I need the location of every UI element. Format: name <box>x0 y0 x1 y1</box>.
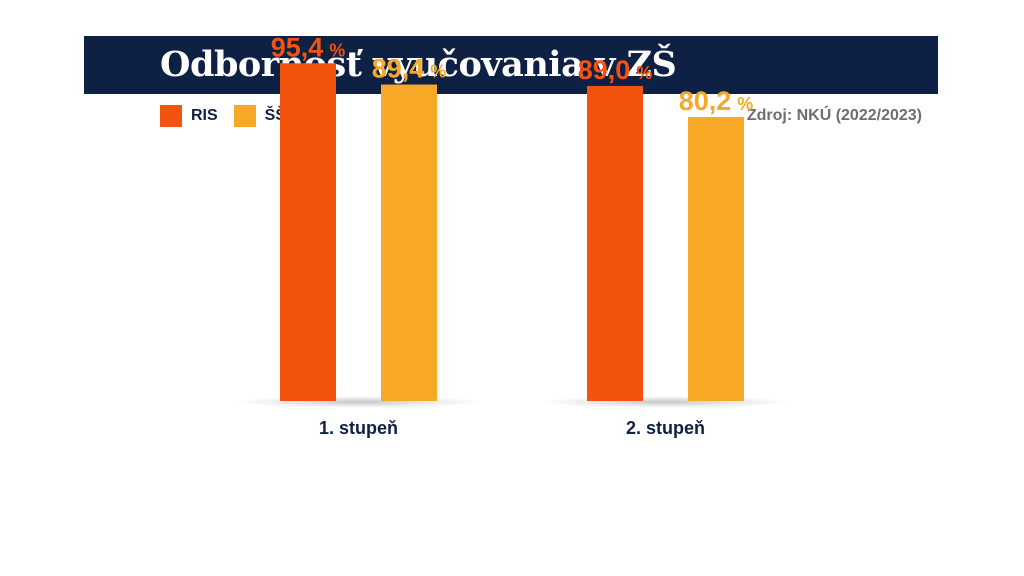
bar-ssi-2 <box>688 117 744 401</box>
legend-swatch-ssi <box>233 105 256 127</box>
legend-item-ris: RIS <box>160 105 218 127</box>
data-label: 95,4% <box>271 32 346 62</box>
bar-shadow <box>540 396 791 408</box>
bar-ris-2 <box>587 85 643 401</box>
title-bar: Odbornosť vyučovania v ZŠ <box>84 36 938 94</box>
bar-ssi-1 <box>381 84 437 402</box>
bar-ris-1 <box>280 63 336 402</box>
legend-swatch-ris <box>160 105 182 127</box>
data-label: 80,2% <box>679 86 754 116</box>
source-note: Zdroj: NKÚ (2022/2023) <box>746 107 922 124</box>
data-label: 89,4% <box>372 54 447 84</box>
chart-title: Odbornosť vyučovania v ZŠ <box>160 44 677 85</box>
legend-label-ris: RIS <box>191 107 218 124</box>
bar-shadow <box>233 396 484 408</box>
category-label: 2. stupeň <box>626 418 705 438</box>
data-label: 89,0% <box>578 55 653 85</box>
category-label: 1. stupeň <box>319 418 398 438</box>
